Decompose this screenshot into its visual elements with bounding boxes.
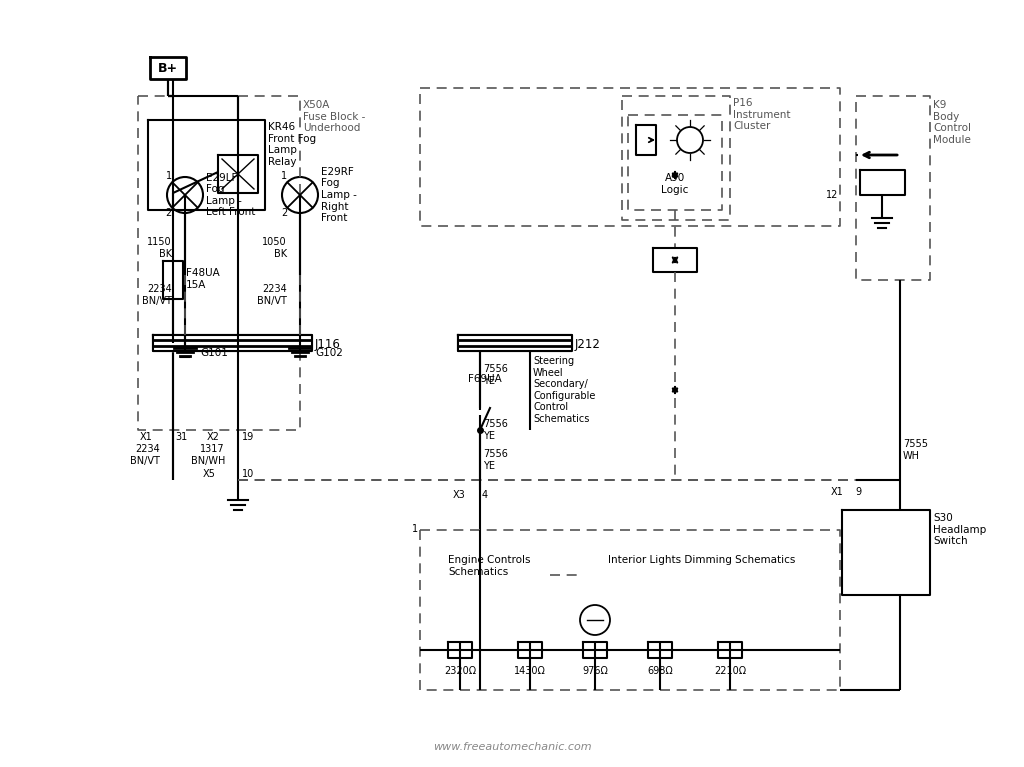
Text: 10: 10 (242, 469, 254, 479)
Text: 31: 31 (175, 432, 187, 442)
Text: 1: 1 (281, 171, 287, 181)
Text: 7556
YE: 7556 YE (483, 364, 508, 386)
Text: G101: G101 (200, 348, 228, 358)
Text: 2320Ω: 2320Ω (444, 666, 476, 676)
Text: Engine Controls
Schematics: Engine Controls Schematics (449, 555, 530, 577)
Text: 976Ω: 976Ω (582, 666, 608, 676)
Text: 9: 9 (855, 487, 861, 497)
Text: 1317
BN/WH: 1317 BN/WH (190, 444, 225, 466)
Polygon shape (458, 335, 572, 351)
Text: 2234
BN/VT: 2234 BN/VT (257, 285, 287, 306)
Text: F48UA
15A: F48UA 15A (186, 268, 220, 290)
Text: E29LF
Fog
Lamp -
Left Front: E29LF Fog Lamp - Left Front (206, 173, 255, 217)
Text: A90
Logic: A90 Logic (662, 173, 689, 195)
Text: KR46
Front Fog
Lamp
Relay: KR46 Front Fog Lamp Relay (268, 122, 316, 166)
Text: B+: B+ (158, 61, 178, 74)
Text: 1050
BK: 1050 BK (262, 237, 287, 258)
Text: 2: 2 (166, 208, 172, 218)
Text: X1: X1 (139, 432, 152, 442)
Text: www.freeautomechanic.com: www.freeautomechanic.com (433, 742, 591, 752)
Text: 2210Ω: 2210Ω (714, 666, 746, 676)
Text: S30
Headlamp
Switch: S30 Headlamp Switch (933, 513, 986, 546)
Text: 7555
WH: 7555 WH (903, 439, 928, 461)
Text: 2: 2 (281, 208, 287, 218)
Text: X1: X1 (830, 487, 843, 497)
Text: 4: 4 (482, 490, 488, 500)
Text: 2234
BN/VT: 2234 BN/VT (142, 285, 172, 306)
Text: 7556
YE: 7556 YE (483, 420, 508, 441)
Text: 1150
BK: 1150 BK (147, 237, 172, 258)
Polygon shape (153, 335, 312, 351)
Text: 1430Ω: 1430Ω (514, 666, 546, 676)
Text: E29RF
Fog
Lamp -
Right
Front: E29RF Fog Lamp - Right Front (321, 166, 357, 223)
Text: 12: 12 (825, 190, 838, 200)
Text: J212: J212 (575, 338, 601, 351)
Text: P16
Instrument
Cluster: P16 Instrument Cluster (733, 98, 791, 131)
Text: 1: 1 (412, 524, 418, 534)
Text: 7556
YE: 7556 YE (483, 449, 508, 471)
Text: 698Ω: 698Ω (647, 666, 673, 676)
Text: K9
Body
Control
Module: K9 Body Control Module (933, 100, 971, 145)
Text: X2: X2 (207, 432, 220, 442)
Text: 19: 19 (242, 432, 254, 442)
Text: X3: X3 (453, 490, 465, 500)
Text: X5: X5 (203, 469, 216, 479)
Text: 2234
BN/VT: 2234 BN/VT (130, 444, 160, 466)
Text: 1: 1 (166, 171, 172, 181)
Text: X50A
Fuse Block -
Underhood: X50A Fuse Block - Underhood (303, 100, 366, 133)
Text: G102: G102 (315, 348, 343, 358)
Text: J116: J116 (315, 338, 341, 351)
Text: F69UA: F69UA (468, 374, 502, 384)
Text: Steering
Wheel
Secondary/
Configurable
Control
Schematics: Steering Wheel Secondary/ Configurable C… (534, 356, 595, 424)
Text: Interior Lights Dimming Schematics: Interior Lights Dimming Schematics (608, 555, 796, 565)
